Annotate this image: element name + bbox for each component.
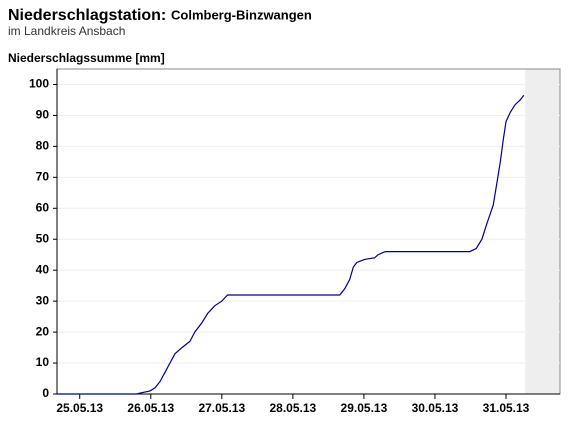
future-shade — [525, 69, 560, 394]
y-tick-label: 60 — [36, 200, 50, 214]
plot-area — [56, 68, 561, 395]
y-tick-label: 80 — [36, 139, 50, 153]
y-tick-label: 30 — [36, 293, 50, 307]
y-tick-label: 90 — [36, 108, 50, 122]
y-tick-label: 10 — [36, 355, 50, 369]
subtitle: im Landkreis Ansbach — [8, 24, 125, 38]
y-tick-label: 40 — [36, 262, 50, 276]
rain-line — [57, 94, 525, 395]
y-tick-label: 100 — [29, 77, 49, 91]
x-tick-label: 30.05.13 — [412, 401, 459, 415]
x-tick-label: 25.05.13 — [56, 401, 103, 415]
x-tick-label: 27.05.13 — [198, 401, 245, 415]
y-tick-label: 50 — [36, 231, 50, 245]
y-tick-label: 70 — [36, 170, 50, 184]
y-tick-label: 0 — [42, 386, 49, 400]
y-tick-label: 20 — [36, 324, 50, 338]
station-name: Colmberg-Binzwangen — [171, 7, 312, 22]
chart-title: Niederschlagstation: — [8, 7, 166, 24]
x-tick-label: 26.05.13 — [127, 401, 174, 415]
y-axis-label: Niederschlagssumme [mm] — [8, 51, 165, 65]
x-tick-label: 28.05.13 — [270, 401, 317, 415]
x-tick-label: 29.05.13 — [341, 401, 388, 415]
x-tick-label: 31.05.13 — [483, 401, 530, 415]
